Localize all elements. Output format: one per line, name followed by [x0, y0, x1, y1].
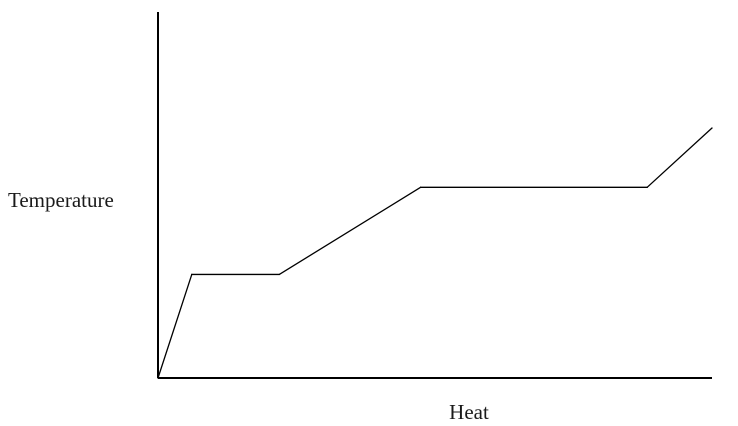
curve-vertex-4 [419, 186, 422, 188]
heating-curve [157, 127, 713, 379]
curve-vertex-3 [278, 273, 280, 276]
curve-segment-3 [278, 186, 422, 276]
curve-vertex-6 [711, 127, 713, 129]
curve-segment-1 [157, 273, 193, 379]
x-axis-label: Heat [449, 400, 489, 424]
curve-vertex-1 [157, 377, 159, 379]
curve-vertex-2 [191, 273, 193, 276]
y-axis-label: Temperature [8, 188, 114, 212]
curve-vertex-5 [646, 186, 648, 188]
curve-segment-5 [646, 127, 713, 188]
